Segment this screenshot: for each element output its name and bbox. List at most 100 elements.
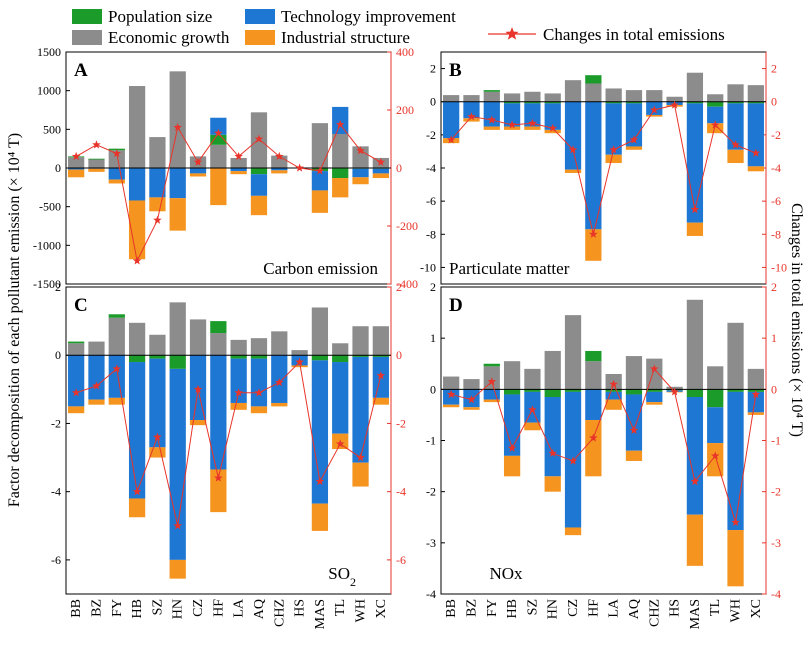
legend-label: Economic growth bbox=[108, 28, 230, 47]
bar-industrial-structure bbox=[210, 168, 227, 206]
y2-tick-label: -6 bbox=[771, 194, 781, 208]
bar-technology-improvement bbox=[585, 389, 602, 421]
bar-economic-growth bbox=[210, 333, 227, 356]
bar-economic-growth bbox=[149, 334, 166, 356]
y-tick-label: -1500 bbox=[33, 277, 61, 291]
bar-industrial-structure bbox=[483, 399, 500, 403]
category-label: TL bbox=[333, 599, 348, 616]
total-change-point bbox=[295, 357, 304, 366]
y-tick-label: -8 bbox=[426, 227, 436, 241]
bar-economic-growth bbox=[291, 350, 308, 356]
category-label: XC bbox=[374, 599, 389, 618]
bar-population-size bbox=[210, 134, 227, 145]
bar-economic-growth bbox=[108, 150, 125, 168]
bar-population-size bbox=[68, 341, 85, 344]
y-tick-label: 0 bbox=[55, 161, 61, 175]
bar-industrial-structure bbox=[747, 412, 764, 415]
bar-industrial-structure bbox=[503, 126, 521, 130]
bar-industrial-structure bbox=[311, 503, 329, 531]
bar-technology-improvement bbox=[483, 101, 500, 127]
category-label: HN bbox=[546, 599, 561, 619]
total-change-line bbox=[450, 104, 757, 235]
bar-technology-improvement bbox=[311, 360, 329, 504]
total-change-point bbox=[690, 204, 700, 214]
y-tick-label: -3 bbox=[426, 536, 436, 550]
total-change-point bbox=[193, 384, 203, 393]
total-change-point bbox=[507, 443, 517, 452]
total-change-point bbox=[731, 140, 740, 149]
y-tick-label: 0 bbox=[430, 382, 436, 396]
category-label: MAS bbox=[313, 599, 328, 629]
bar-technology-improvement bbox=[544, 397, 561, 477]
bar-technology-improvement bbox=[585, 101, 602, 230]
legend-label: Population size bbox=[108, 7, 212, 26]
bar-technology-improvement bbox=[149, 168, 166, 198]
total-change-point bbox=[487, 377, 497, 386]
bar-economic-growth bbox=[727, 322, 744, 390]
y-tick-label: -4 bbox=[51, 485, 61, 499]
total-change-point bbox=[731, 517, 740, 527]
bar-industrial-structure bbox=[585, 229, 602, 261]
bar-economic-growth bbox=[707, 366, 724, 390]
bar-technology-improvement bbox=[646, 391, 663, 403]
bar-population-size bbox=[230, 355, 247, 359]
bar-population-size bbox=[605, 389, 622, 392]
bar-industrial-structure bbox=[707, 443, 724, 477]
bar-population-size bbox=[625, 389, 643, 395]
total-change-line bbox=[76, 360, 382, 526]
y2-tick-label: 0 bbox=[771, 95, 777, 109]
bar-industrial-structure bbox=[169, 559, 186, 579]
bar-industrial-structure bbox=[443, 404, 460, 408]
bar-industrial-structure bbox=[564, 527, 582, 536]
category-label: LA bbox=[232, 598, 247, 618]
bar-economic-growth bbox=[271, 331, 288, 356]
y-tick-label: -6 bbox=[426, 194, 436, 208]
category-label: CZ bbox=[191, 599, 206, 617]
y2-tick-label: -2 bbox=[771, 128, 781, 142]
panel-letter: A bbox=[74, 60, 88, 81]
total-change-point bbox=[467, 112, 476, 121]
bar-industrial-structure bbox=[372, 173, 389, 179]
bar-population-size bbox=[707, 389, 724, 408]
bar-industrial-structure bbox=[68, 406, 85, 414]
total-change-line bbox=[75, 123, 382, 263]
bar-economic-growth bbox=[625, 90, 643, 102]
bar-technology-improvement bbox=[108, 168, 125, 180]
total-change-point bbox=[153, 432, 162, 441]
total-change-point bbox=[446, 135, 456, 144]
bar-economic-growth bbox=[686, 299, 704, 390]
y-tick-label: -10 bbox=[420, 260, 436, 274]
y2-tick-label: -8 bbox=[771, 227, 781, 241]
total-change-point bbox=[92, 140, 101, 149]
total-change-point bbox=[356, 453, 365, 462]
y2-tick-label: 0 bbox=[396, 161, 402, 175]
bar-industrial-structure bbox=[564, 169, 582, 173]
bar-industrial-structure bbox=[352, 462, 369, 487]
total-change-point bbox=[487, 115, 497, 124]
total-change-point bbox=[295, 163, 304, 172]
total-change-point bbox=[589, 433, 598, 442]
bar-industrial-structure bbox=[149, 447, 166, 458]
bar-economic-growth bbox=[646, 90, 663, 102]
bar-industrial-structure bbox=[189, 173, 207, 177]
total-change-point bbox=[609, 379, 618, 388]
total-change-point bbox=[132, 256, 142, 265]
total-change-point bbox=[71, 151, 81, 161]
bar-economic-growth bbox=[544, 350, 561, 390]
bar-population-size bbox=[169, 355, 186, 369]
bar-industrial-structure bbox=[230, 402, 247, 410]
bar-economic-growth bbox=[463, 95, 480, 102]
y-tick-label: 0 bbox=[55, 348, 61, 362]
bar-technology-improvement bbox=[707, 407, 724, 444]
bar-technology-improvement bbox=[727, 103, 744, 150]
bar-technology-improvement bbox=[443, 101, 460, 139]
bar-industrial-structure bbox=[311, 190, 329, 213]
bar-industrial-structure bbox=[250, 406, 268, 414]
bar-technology-improvement bbox=[68, 355, 85, 407]
total-change-point bbox=[528, 405, 537, 414]
bar-technology-improvement bbox=[230, 168, 247, 172]
bar-technology-improvement bbox=[250, 358, 268, 407]
bar-economic-growth bbox=[311, 307, 329, 356]
total-change-point bbox=[568, 456, 578, 465]
total-change-point bbox=[92, 381, 101, 390]
